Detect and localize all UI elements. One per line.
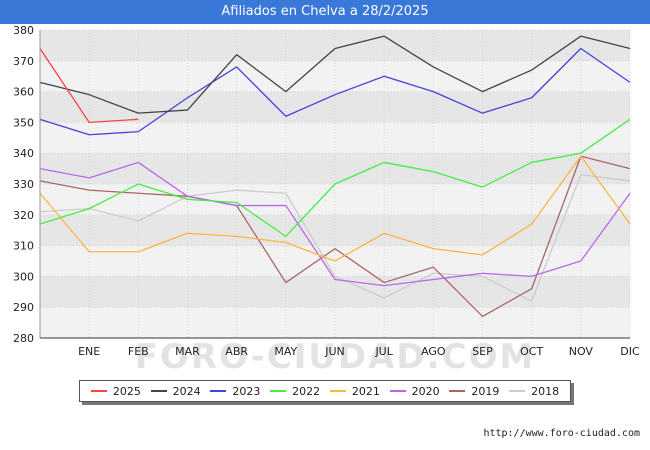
y-tick-label: 290	[13, 301, 34, 314]
legend-item-2019: 2019	[449, 385, 499, 398]
x-tick-label: DIC	[620, 345, 640, 358]
legend-item-2025: 2025	[90, 384, 141, 398]
series-line-2021	[39, 155, 631, 262]
series-line-2023	[39, 47, 631, 136]
y-tick-label: 370	[13, 55, 34, 68]
series-line-2022	[39, 118, 631, 238]
y-tick-label: 330	[13, 178, 34, 191]
legend-label: 2023	[232, 384, 261, 398]
legend-label: 2019	[471, 384, 500, 398]
legend-label: 2021	[351, 384, 380, 398]
y-axis-ticks: 280 290 300 310 320 330 340 350 360 370 380	[13, 24, 34, 345]
legend-item-2022: 2022	[270, 385, 320, 398]
legend-swatch	[329, 390, 346, 392]
legend-label: 2020	[411, 384, 440, 398]
legend-swatch	[90, 390, 107, 392]
y-tick-label: 300	[13, 270, 34, 283]
series-line-2018	[39, 174, 631, 302]
legend-swatch	[449, 390, 466, 392]
x-tick-label: MAY	[274, 345, 297, 358]
legend-label: 2024	[172, 384, 201, 398]
legend-item-2024: 2024	[150, 384, 201, 398]
y-tick-label: 280	[13, 332, 34, 345]
legend-item-2023: 2023	[210, 385, 260, 398]
y-tick-label: 320	[13, 209, 34, 222]
y-tick-label: 310	[13, 240, 34, 253]
y-tick-label: 340	[13, 147, 34, 160]
x-tick-label: ABR	[225, 345, 248, 358]
series-line-2024	[39, 35, 631, 114]
legend: 2025 2024 2023 2022 2021 2020 2019 2018	[79, 380, 571, 402]
y-tick-label: 380	[13, 24, 34, 37]
source-link[interactable]: http://www.foro-ciudad.com	[483, 428, 640, 439]
legend-item-2021: 2021	[329, 384, 380, 398]
y-tick-label: 350	[13, 116, 34, 129]
legend-item-2020: 2020	[389, 384, 440, 398]
legend-swatch	[509, 390, 526, 392]
legend-swatch	[389, 390, 406, 392]
legend-label: 2025	[112, 384, 141, 398]
legend-label: 2018	[531, 384, 560, 398]
x-tick-label: JUL	[374, 345, 393, 358]
x-tick-label: NOV	[569, 345, 594, 358]
watermark-text: FORO-CIUDAD.COM	[135, 337, 536, 377]
x-tick-label: AGO	[421, 345, 446, 358]
x-tick-label: MAR	[175, 345, 200, 358]
legend-swatch	[210, 390, 227, 392]
legend-item-2018: 2018	[509, 385, 559, 398]
legend-swatch	[150, 390, 167, 392]
chart-title: Afiliados en Chelva a 28/2/2025	[0, 0, 650, 24]
series-line-2020	[39, 161, 631, 287]
x-tick-label: SEP	[472, 345, 493, 358]
y-tick-label: 360	[13, 86, 34, 99]
series-lines	[39, 35, 631, 318]
legend-swatch	[270, 390, 287, 392]
x-tick-label: JUN	[324, 345, 345, 358]
series-line-2019	[39, 155, 631, 318]
series-line-2025	[39, 48, 139, 124]
legend-label: 2022	[292, 384, 321, 398]
x-tick-label: FEB	[128, 345, 149, 358]
x-axis-ticks: ENE FEB MAR ABR MAY JUN JUL AGO SEP OCT NOV DIC	[78, 345, 640, 358]
x-tick-label: OCT	[520, 345, 543, 358]
x-tick-label: ENE	[78, 345, 100, 358]
